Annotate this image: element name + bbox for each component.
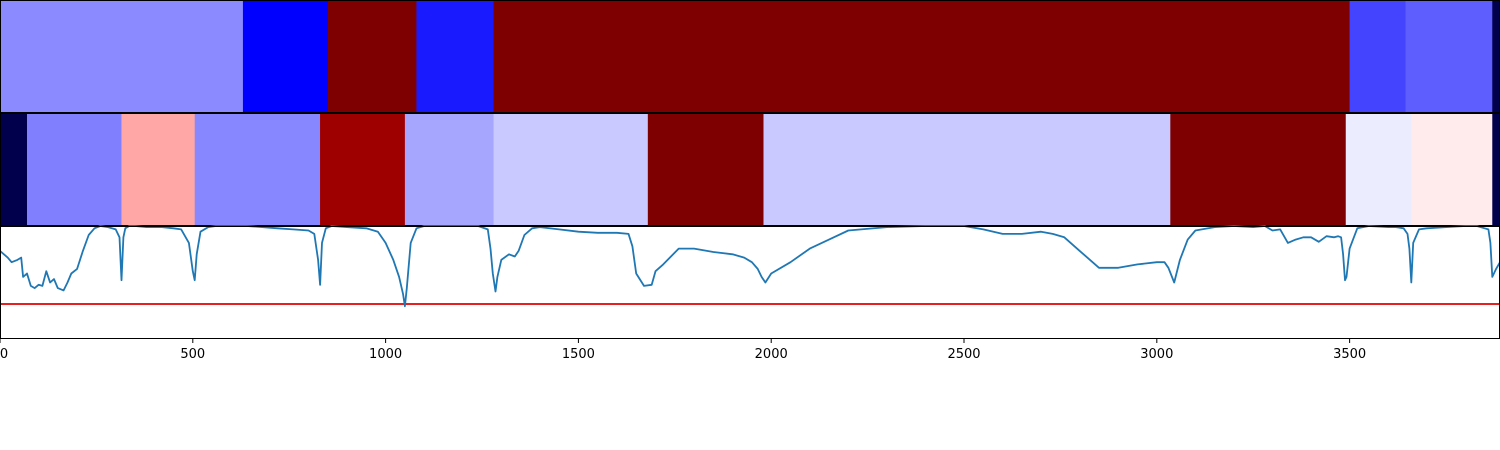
series-line xyxy=(0,225,1500,308)
heatmap-cell xyxy=(1170,113,1347,226)
line-plot-frame xyxy=(0,226,1500,339)
x-tick-label: 3000 xyxy=(1140,347,1173,362)
x-tick-label: 2500 xyxy=(947,347,980,362)
heatmap-cell xyxy=(194,113,321,226)
x-tick-label: 1500 xyxy=(562,347,595,362)
heatmap-cell xyxy=(1349,0,1407,113)
heatmap-middle xyxy=(0,113,1500,226)
heatmap-cell xyxy=(327,0,418,113)
x-tick-label: 500 xyxy=(180,347,205,362)
heatmap-cell xyxy=(647,113,765,226)
heatmap-cell xyxy=(763,113,1171,226)
heatmap-cell xyxy=(493,0,1351,113)
heatmap-cell xyxy=(1405,0,1493,113)
line-plot-panel xyxy=(0,225,1500,339)
x-tick-label: 1000 xyxy=(369,347,402,362)
heatmap-cell xyxy=(121,113,196,226)
heatmap-cell xyxy=(1492,113,1500,226)
heatmap-cell xyxy=(0,0,244,113)
heatmap-cell xyxy=(416,0,495,113)
heatmap-cell xyxy=(320,113,406,226)
heatmap-top xyxy=(0,0,1500,113)
heatmap-cell xyxy=(26,113,123,226)
heatmap-cell xyxy=(1492,0,1500,113)
heatmap-cell xyxy=(404,113,495,226)
heatmap-cell xyxy=(242,0,329,113)
heatmap-cell xyxy=(1345,113,1412,226)
x-tick-label: 0 xyxy=(0,347,8,362)
x-axis: 0 500 1000 1500 2000 2500 3000 3500 xyxy=(0,339,1366,362)
heatmap-cell xyxy=(493,113,649,226)
heatmap-cell xyxy=(1411,113,1493,226)
x-tick-label: 2000 xyxy=(755,347,788,362)
heatmap-cell xyxy=(0,113,28,226)
x-tick-label: 3500 xyxy=(1333,347,1366,362)
